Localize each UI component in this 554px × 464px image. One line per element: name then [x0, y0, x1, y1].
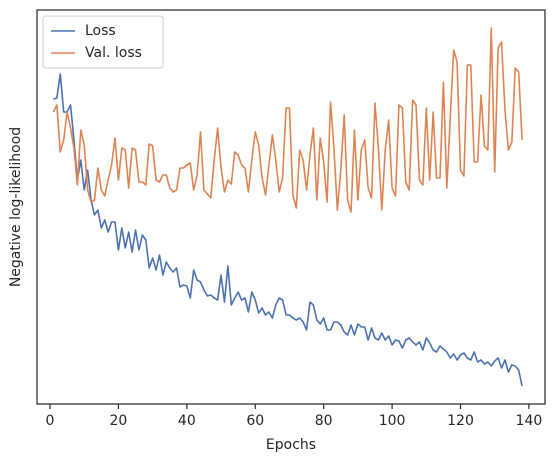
x-tick-label: 0: [46, 413, 55, 429]
x-tick-label: 80: [315, 413, 333, 429]
x-tick-label: 120: [447, 413, 474, 429]
x-tick-label: 100: [379, 413, 406, 429]
x-tick-label: 40: [178, 413, 196, 429]
x-tick-label: 20: [110, 413, 128, 429]
legend-label: Loss: [85, 23, 116, 39]
x-tick-label: 60: [246, 413, 264, 429]
y-axis-label: Negative log-likelihood: [8, 127, 24, 287]
x-axis-label: Epochs: [266, 437, 316, 453]
series-line: [52, 27, 523, 213]
legend-label: Val. loss: [85, 45, 142, 61]
x-tick-label: 140: [516, 413, 543, 429]
legend-box: [42, 15, 164, 69]
plot-frame: [36, 9, 546, 405]
series-line: [53, 73, 523, 387]
